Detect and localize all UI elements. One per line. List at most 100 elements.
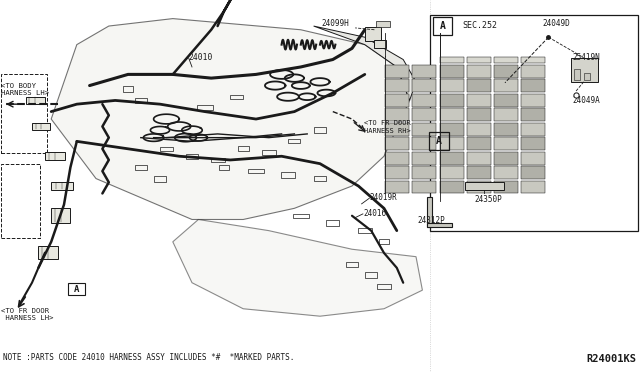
Bar — [413, 152, 436, 164]
Bar — [314, 127, 326, 133]
Bar — [385, 181, 409, 193]
Bar — [494, 94, 518, 107]
Bar — [413, 65, 436, 78]
Bar — [26, 97, 45, 104]
Bar — [365, 272, 377, 278]
Bar — [521, 152, 545, 164]
Bar — [521, 94, 545, 107]
Bar — [494, 181, 518, 193]
Bar — [440, 166, 463, 179]
Bar — [385, 65, 409, 78]
Bar — [51, 182, 73, 190]
Bar — [230, 95, 243, 99]
Bar — [289, 140, 300, 143]
Bar — [385, 94, 409, 107]
Text: 24099H: 24099H — [321, 19, 349, 28]
Bar — [494, 65, 518, 78]
Text: A: A — [74, 285, 79, 294]
Bar — [494, 108, 518, 121]
Bar — [376, 21, 390, 27]
Bar — [574, 69, 580, 80]
Bar — [467, 94, 491, 107]
Bar — [385, 137, 409, 150]
Bar — [385, 108, 409, 121]
Bar — [218, 165, 230, 170]
Bar — [326, 220, 339, 226]
Text: R24001KS: R24001KS — [587, 354, 637, 364]
Bar — [467, 137, 491, 150]
Bar — [440, 80, 463, 92]
Polygon shape — [314, 26, 416, 100]
Bar — [374, 40, 386, 48]
Bar — [413, 137, 436, 150]
Bar — [467, 166, 491, 179]
Text: 24312P: 24312P — [417, 216, 445, 225]
Bar — [237, 146, 249, 151]
Bar — [197, 105, 212, 110]
Bar — [281, 172, 295, 178]
Bar — [521, 80, 545, 92]
Bar — [45, 152, 65, 160]
Bar — [365, 27, 381, 41]
Bar — [68, 283, 85, 295]
Bar — [346, 262, 358, 267]
Polygon shape — [51, 19, 410, 219]
Bar — [494, 57, 518, 63]
Bar — [413, 108, 436, 121]
Bar — [385, 166, 409, 179]
Bar — [413, 123, 436, 135]
Bar — [160, 147, 173, 151]
Text: 24010: 24010 — [189, 53, 213, 62]
Text: <TO FR DOOR
 HARNESS LH>: <TO FR DOOR HARNESS LH> — [1, 308, 54, 321]
Bar — [521, 123, 545, 135]
Bar — [429, 132, 449, 150]
Bar — [134, 97, 147, 103]
Bar — [427, 223, 452, 227]
Bar — [413, 181, 436, 193]
Bar — [467, 80, 491, 92]
Bar — [123, 86, 133, 92]
Bar — [584, 73, 590, 80]
Bar — [571, 58, 598, 82]
Bar — [154, 176, 166, 182]
Bar — [494, 80, 518, 92]
Bar — [385, 152, 409, 164]
Bar — [521, 166, 545, 179]
Bar — [378, 239, 390, 244]
Text: 25419N: 25419N — [572, 53, 600, 62]
Bar — [521, 137, 545, 150]
Text: 24049A: 24049A — [572, 96, 600, 105]
Bar — [467, 57, 491, 63]
Bar — [32, 123, 50, 130]
Bar — [494, 123, 518, 135]
Text: SEC.252: SEC.252 — [462, 21, 497, 30]
Bar — [440, 94, 463, 107]
Bar — [494, 152, 518, 164]
Bar — [467, 123, 491, 135]
Bar — [385, 123, 409, 135]
Bar — [521, 181, 545, 193]
Text: 24016: 24016 — [364, 209, 387, 218]
Bar — [38, 246, 58, 260]
Bar — [494, 137, 518, 150]
Bar — [430, 15, 638, 231]
Bar — [465, 182, 504, 190]
Text: <TO BODY
HARNESS LH>: <TO BODY HARNESS LH> — [1, 83, 49, 96]
Bar — [440, 152, 463, 164]
Bar — [413, 80, 436, 92]
Bar — [293, 214, 308, 218]
Bar — [467, 181, 491, 193]
Bar — [413, 166, 436, 179]
Bar — [51, 208, 70, 223]
Bar — [440, 108, 463, 121]
Bar — [358, 228, 372, 233]
Bar — [1, 164, 40, 238]
Bar — [413, 94, 436, 107]
Bar — [440, 65, 463, 78]
Bar — [521, 108, 545, 121]
Bar — [1, 74, 47, 153]
Bar — [440, 137, 463, 150]
Bar — [440, 57, 463, 63]
Bar — [494, 166, 518, 179]
Bar — [186, 154, 198, 158]
